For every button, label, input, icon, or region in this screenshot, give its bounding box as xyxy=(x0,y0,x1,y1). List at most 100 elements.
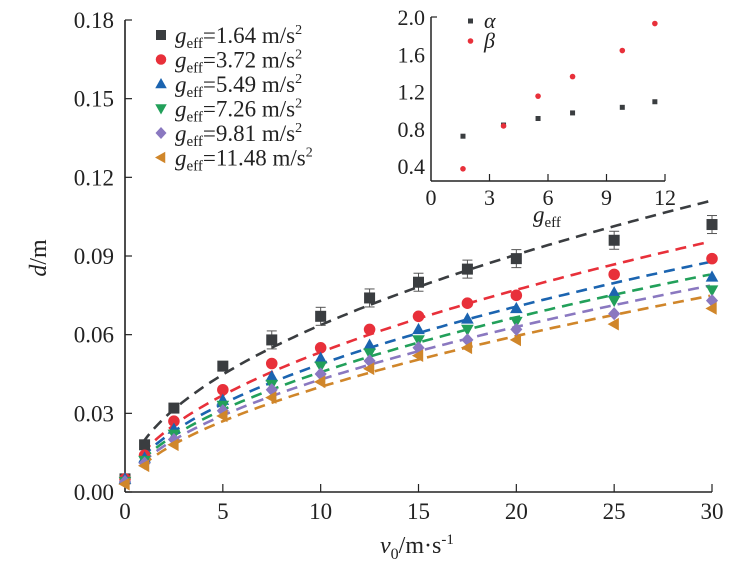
data-point xyxy=(364,292,376,304)
inset-x-tick-label: 9 xyxy=(601,185,612,210)
data-point xyxy=(461,263,473,275)
data-point xyxy=(706,219,718,231)
inset-data-point xyxy=(569,73,576,80)
fit-curve xyxy=(141,199,711,444)
data-point xyxy=(461,324,474,337)
fit-curve xyxy=(141,240,711,454)
data-point xyxy=(608,307,621,321)
data-point xyxy=(461,312,474,324)
inset-data-point xyxy=(535,93,541,99)
data-point xyxy=(363,348,376,360)
data-point xyxy=(705,270,719,282)
legend-marker xyxy=(155,54,167,65)
inset-data-point xyxy=(570,110,576,116)
data-point xyxy=(412,335,425,347)
data-point xyxy=(314,367,327,381)
data-point xyxy=(314,375,326,389)
data-point xyxy=(137,459,150,473)
inset-legend-marker xyxy=(467,38,474,44)
legend-marker xyxy=(155,78,167,89)
inset-y-tick-label: 1.2 xyxy=(398,80,426,105)
data-point xyxy=(315,310,327,322)
legend-marker xyxy=(156,30,166,40)
data-point xyxy=(461,297,474,309)
data-point xyxy=(167,432,180,447)
data-point xyxy=(510,289,523,302)
data-point xyxy=(608,268,620,281)
x-tick-label: 25 xyxy=(603,499,626,524)
data-point xyxy=(265,370,279,382)
legend-label: geff=3.72 m/s2 xyxy=(175,48,302,77)
data-point xyxy=(706,252,718,265)
data-point xyxy=(363,323,376,336)
y-tick-label: 0.00 xyxy=(74,480,114,505)
data-point xyxy=(118,477,130,491)
x-tick-label: 15 xyxy=(407,499,430,524)
data-point xyxy=(411,349,424,362)
inset-legend-label: α xyxy=(484,8,496,33)
inset-data-point xyxy=(460,165,466,172)
y-axis-label: d/m xyxy=(26,239,52,277)
data-point xyxy=(509,333,522,347)
inset-data-point xyxy=(652,20,658,27)
data-point xyxy=(608,234,620,246)
data-point xyxy=(705,302,717,315)
data-point xyxy=(510,301,523,314)
inset-x-tick-label: 6 xyxy=(543,185,554,210)
data-point xyxy=(314,342,327,354)
inset-data-point xyxy=(619,104,625,110)
inset-y-tick-label: 0.8 xyxy=(398,117,426,142)
data-point xyxy=(412,322,425,335)
data-point xyxy=(265,391,277,404)
data-point xyxy=(265,357,278,370)
inset-y-tick-label: 0.4 xyxy=(398,154,426,179)
data-point xyxy=(705,285,719,297)
inset-x-tick-label: 0 xyxy=(426,185,437,210)
inset-data-point xyxy=(652,99,658,105)
y-tick-label: 0.06 xyxy=(74,323,114,348)
x-tick-label: 0 xyxy=(119,499,131,524)
data-point xyxy=(266,334,278,346)
legend-label: geff=1.64 m/s2 xyxy=(175,23,302,52)
data-point xyxy=(168,402,180,414)
data-point xyxy=(607,286,621,298)
data-point xyxy=(217,383,229,396)
data-point xyxy=(705,293,719,308)
data-point xyxy=(314,361,327,373)
data-point xyxy=(362,362,375,376)
legend-marker xyxy=(155,151,166,164)
inset-x-axis-label: geff xyxy=(533,202,561,231)
legend-label: geff=5.49 m/s2 xyxy=(175,72,302,101)
x-tick-label: 30 xyxy=(701,499,724,524)
y-tick-label: 0.12 xyxy=(74,165,114,190)
data-point xyxy=(607,317,619,331)
legend-label: geff=11.48 m/s2 xyxy=(175,146,313,175)
data-point xyxy=(460,341,473,355)
data-point xyxy=(510,322,523,337)
inset-data-point xyxy=(619,47,626,54)
inset-y-tick-label: 2.0 xyxy=(398,5,426,30)
inset-plot: 0.4 0.8 1.2 1.6 2.0 0 3 6 9 12 geff αβ xyxy=(398,5,677,231)
legend-marker xyxy=(155,127,167,139)
fit-curve xyxy=(141,260,711,458)
x-tick-label: 10 xyxy=(309,499,332,524)
data-point xyxy=(412,310,425,323)
data-point xyxy=(363,354,376,368)
x-tick-label: 5 xyxy=(217,499,229,524)
data-point xyxy=(139,439,151,451)
data-point xyxy=(217,360,229,372)
inset-legend-label: β xyxy=(483,28,495,53)
inset-y-tick-label: 1.6 xyxy=(398,42,426,67)
data-point xyxy=(216,409,228,423)
data-point xyxy=(461,333,474,347)
inset-legend-marker xyxy=(468,18,473,24)
inset-x-tick-label: 12 xyxy=(654,185,676,210)
inset-x-tick-label: 3 xyxy=(484,185,495,210)
y-tick-label: 0.09 xyxy=(74,244,114,269)
inset-data-point xyxy=(500,123,507,129)
legend-marker xyxy=(155,104,167,115)
x-tick-label: 20 xyxy=(505,499,528,524)
data-point xyxy=(413,276,424,288)
y-tick-label: 0.18 xyxy=(74,8,114,33)
